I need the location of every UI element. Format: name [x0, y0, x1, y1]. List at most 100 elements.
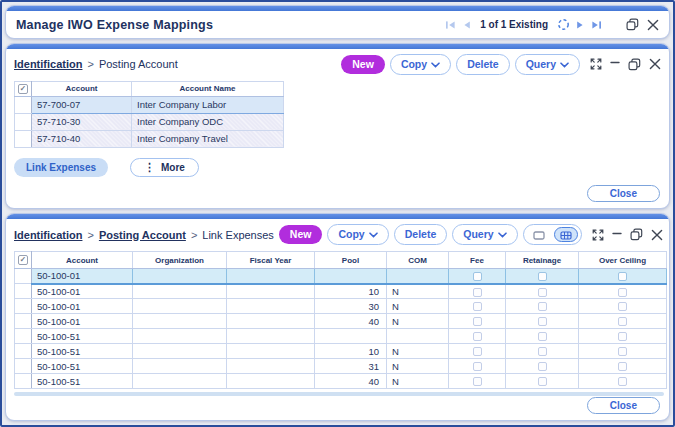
account-cell[interactable]: 50-100-01 — [32, 269, 133, 284]
table-row[interactable]: 50-100-51 10N — [15, 344, 667, 359]
fiscal_year-cell[interactable] — [227, 344, 315, 359]
nav-next-icon[interactable] — [576, 20, 585, 30]
refresh-icon[interactable] — [557, 18, 570, 31]
row-select-gutter[interactable] — [15, 374, 32, 389]
table-row[interactable]: 50-100-01 — [15, 269, 667, 284]
account-cell[interactable]: 50-100-51 — [32, 359, 133, 374]
com-cell[interactable] — [387, 269, 449, 284]
table-row[interactable]: 50-100-01 40N — [15, 314, 667, 329]
new-button[interactable]: New — [341, 55, 385, 74]
row-select-gutter[interactable] — [15, 96, 32, 113]
retainage-checkbox[interactable] — [538, 302, 547, 311]
close-window-icon[interactable] — [647, 19, 659, 31]
com-cell[interactable]: N — [387, 374, 449, 389]
close-button[interactable]: Close — [587, 185, 660, 202]
fiscal_year-cell[interactable] — [227, 284, 315, 299]
column-header-fiscal_year[interactable]: Fiscal Year — [227, 252, 315, 269]
table-row[interactable]: 57-700-07Inter Company Labor — [15, 96, 284, 113]
over_ceiling-checkbox[interactable] — [618, 362, 627, 371]
table-view-button[interactable] — [554, 227, 578, 242]
nav-first-icon[interactable] — [445, 20, 456, 30]
query-button[interactable]: Query — [452, 224, 517, 245]
account-cell[interactable]: 50-100-01 — [32, 314, 133, 329]
organization-cell[interactable] — [133, 329, 227, 344]
organization-cell[interactable] — [133, 314, 227, 329]
table-row[interactable]: 57-710-40Inter Company Travel — [15, 130, 284, 147]
organization-cell[interactable] — [133, 374, 227, 389]
column-header-pool[interactable]: Pool — [315, 252, 387, 269]
column-header-account[interactable]: Account — [32, 81, 132, 96]
copy-button[interactable]: Copy — [390, 54, 451, 75]
table-row[interactable]: 50-100-0110N — [15, 284, 667, 299]
organization-cell[interactable] — [133, 359, 227, 374]
organization-cell[interactable] — [133, 269, 227, 284]
over_ceiling-checkbox[interactable] — [618, 288, 627, 297]
restore-window-icon[interactable] — [626, 18, 639, 31]
table-row[interactable]: 50-100-51 — [15, 329, 667, 344]
fee-checkbox[interactable] — [473, 272, 482, 281]
com-cell[interactable]: N — [387, 344, 449, 359]
column-header-com[interactable]: COM — [387, 252, 449, 269]
row-select-gutter[interactable] — [15, 299, 32, 314]
pool-cell[interactable]: 10 — [315, 284, 387, 299]
com-cell[interactable]: N — [387, 359, 449, 374]
fiscal_year-cell[interactable] — [227, 359, 315, 374]
table-row[interactable]: 50-100-5140N — [15, 374, 667, 389]
over_ceiling-checkbox[interactable] — [618, 272, 627, 281]
table-row[interactable]: 57-710-30Inter Company ODC — [15, 113, 284, 130]
fee-checkbox[interactable] — [473, 317, 482, 326]
breadcrumb-link[interactable]: Posting Account — [99, 229, 186, 241]
column-header-fee[interactable]: Fee — [449, 252, 506, 269]
new-button[interactable]: New — [279, 225, 323, 244]
account_name-cell[interactable]: Inter Company ODC — [132, 113, 284, 130]
account-cell[interactable]: 50-100-01 — [32, 299, 133, 314]
close-button[interactable]: Close — [587, 397, 660, 414]
breadcrumb-link[interactable]: Identification — [14, 58, 82, 70]
fiscal_year-cell[interactable] — [227, 299, 315, 314]
com-cell[interactable] — [387, 329, 449, 344]
fee-checkbox[interactable] — [473, 288, 482, 297]
row-select-gutter[interactable] — [15, 113, 32, 130]
minimize-icon[interactable] — [612, 229, 622, 241]
account-cell[interactable]: 50-100-51 — [32, 344, 133, 359]
nav-last-icon[interactable] — [591, 20, 602, 30]
retainage-checkbox[interactable] — [538, 317, 547, 326]
organization-cell[interactable] — [133, 284, 227, 299]
pool-cell[interactable] — [315, 269, 387, 284]
fiscal_year-cell[interactable] — [227, 269, 315, 284]
column-header-account_name[interactable]: Account Name — [132, 81, 284, 96]
select-all-icon[interactable]: ✓ — [18, 84, 28, 94]
close-icon[interactable] — [649, 58, 661, 70]
fee-checkbox[interactable] — [473, 362, 482, 371]
fee-checkbox[interactable] — [473, 332, 482, 341]
retainage-checkbox[interactable] — [538, 288, 547, 297]
restore-icon[interactable] — [630, 228, 643, 241]
retainage-checkbox[interactable] — [538, 377, 547, 386]
column-header-organization[interactable]: Organization — [133, 252, 227, 269]
column-header-account[interactable]: Account — [32, 252, 133, 269]
pool-cell[interactable]: 40 — [315, 314, 387, 329]
account-cell[interactable]: 57-700-07 — [32, 96, 132, 113]
link-expenses-button[interactable]: Link Expenses — [14, 158, 108, 177]
pool-cell[interactable]: 10 — [315, 344, 387, 359]
row-select-gutter[interactable] — [15, 284, 32, 299]
table-row[interactable]: 50-100-0130N — [15, 299, 667, 314]
nav-previous-icon[interactable] — [462, 20, 471, 30]
more-button[interactable]: ⋮ More — [130, 158, 199, 177]
fiscal_year-cell[interactable] — [227, 314, 315, 329]
com-cell[interactable]: N — [387, 314, 449, 329]
retainage-checkbox[interactable] — [538, 362, 547, 371]
close-icon[interactable] — [651, 229, 663, 241]
fee-checkbox[interactable] — [473, 302, 482, 311]
fee-checkbox[interactable] — [473, 347, 482, 356]
restore-icon[interactable] — [628, 58, 641, 71]
query-button[interactable]: Query — [515, 54, 580, 75]
pool-cell[interactable] — [315, 329, 387, 344]
over_ceiling-checkbox[interactable] — [618, 302, 627, 311]
fiscal_year-cell[interactable] — [227, 374, 315, 389]
select-all-icon[interactable]: ✓ — [18, 255, 28, 265]
account-cell[interactable]: 50-100-51 — [32, 329, 133, 344]
column-header-retainage[interactable]: Retainage — [506, 252, 579, 269]
retainage-checkbox[interactable] — [538, 272, 547, 281]
over_ceiling-checkbox[interactable] — [618, 317, 627, 326]
